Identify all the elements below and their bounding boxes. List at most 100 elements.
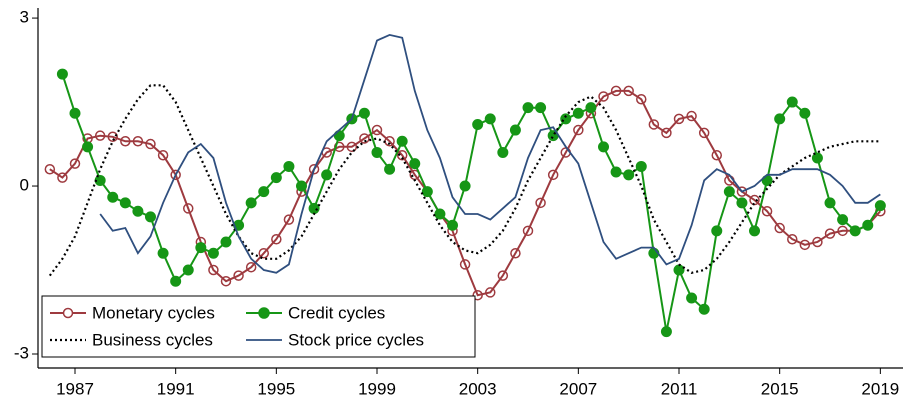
- data-point: [673, 113, 685, 125]
- data-point: [358, 107, 370, 119]
- data-point: [749, 225, 761, 237]
- data-point: [787, 233, 798, 245]
- legend-label: Stock price cycles: [288, 330, 424, 349]
- data-point: [472, 118, 484, 130]
- data-point: [598, 91, 609, 102]
- data-point: [598, 141, 610, 153]
- data-point: [610, 85, 622, 97]
- data-point: [434, 208, 446, 220]
- data-point: [120, 136, 131, 147]
- data-point: [661, 127, 672, 139]
- data-point: [472, 289, 483, 301]
- data-point: [270, 172, 282, 184]
- data-point: [233, 270, 244, 281]
- data-point: [736, 197, 748, 209]
- data-point: [459, 180, 471, 192]
- legend-label: Business cycles: [92, 330, 213, 349]
- data-point: [132, 136, 144, 147]
- data-point: [182, 264, 194, 276]
- data-point: [94, 130, 106, 141]
- data-point: [283, 214, 295, 225]
- data-point: [636, 94, 647, 105]
- data-point: [522, 225, 534, 237]
- data-point: [245, 261, 257, 273]
- data-point: [308, 163, 320, 175]
- data-point: [56, 68, 68, 80]
- data-point: [572, 107, 584, 119]
- data-point: [522, 102, 534, 114]
- data-point: [157, 247, 169, 259]
- data-point: [220, 275, 232, 287]
- data-point: [346, 141, 358, 153]
- x-tick-label: 2019: [861, 379, 899, 398]
- data-point: [560, 113, 572, 125]
- x-tick-label: 1987: [56, 379, 94, 398]
- data-point: [824, 197, 836, 209]
- legend-label: Monetary cycles: [92, 303, 215, 322]
- data-point: [874, 200, 886, 212]
- data-point: [308, 202, 320, 214]
- data-point: [182, 203, 194, 214]
- data-point: [510, 247, 521, 259]
- data-point: [786, 96, 798, 108]
- data-point: [774, 113, 786, 125]
- x-tick-label: 2011: [661, 379, 698, 398]
- data-point: [761, 205, 773, 217]
- y-tick-label: -3: [14, 343, 29, 362]
- data-point: [497, 270, 509, 281]
- data-point: [371, 146, 383, 158]
- data-point: [849, 225, 861, 237]
- data-point: [409, 158, 421, 170]
- y-tick-label: 3: [20, 8, 29, 27]
- data-point: [195, 242, 207, 254]
- data-point: [723, 186, 735, 198]
- data-point: [107, 191, 119, 203]
- data-point: [736, 186, 748, 197]
- series-line: [48, 84, 881, 277]
- data-point: [623, 169, 635, 181]
- data-point: [132, 205, 144, 217]
- data-point: [862, 219, 874, 231]
- data-point: [258, 186, 270, 198]
- data-point: [509, 124, 521, 136]
- data-point: [220, 236, 232, 248]
- legend-marker: [62, 307, 74, 319]
- data-point: [69, 107, 81, 119]
- series-line: [99, 33, 881, 274]
- data-point: [208, 264, 219, 276]
- data-point: [837, 225, 848, 237]
- data-point: [384, 163, 396, 175]
- data-point: [673, 264, 685, 276]
- data-point: [258, 247, 270, 259]
- data-point: [610, 166, 622, 178]
- data-point: [623, 85, 634, 97]
- data-point: [660, 326, 672, 338]
- data-point: [837, 214, 849, 226]
- data-point: [799, 239, 811, 251]
- data-point: [170, 169, 181, 181]
- data-point: [371, 124, 383, 136]
- data-point: [57, 172, 68, 183]
- data-point: [648, 119, 660, 130]
- data-point: [157, 149, 169, 161]
- data-point: [145, 138, 156, 150]
- data-point: [811, 152, 823, 164]
- data-point: [497, 146, 509, 158]
- x-tick-label: 2003: [459, 379, 497, 398]
- legend-label: Credit cycles: [288, 303, 385, 322]
- x-tick-label: 1991: [157, 379, 195, 398]
- data-point: [283, 160, 295, 172]
- x-tick-label: 1999: [358, 379, 396, 398]
- data-point: [359, 133, 370, 144]
- data-point: [245, 197, 257, 209]
- data-point: [119, 197, 131, 209]
- series-line: [49, 89, 882, 297]
- data-point: [421, 186, 433, 198]
- data-point: [812, 236, 823, 248]
- data-point: [535, 197, 546, 209]
- data-point: [459, 259, 471, 270]
- data-point: [698, 303, 710, 315]
- data-point: [824, 228, 836, 239]
- y-tick-label: 0: [20, 176, 29, 195]
